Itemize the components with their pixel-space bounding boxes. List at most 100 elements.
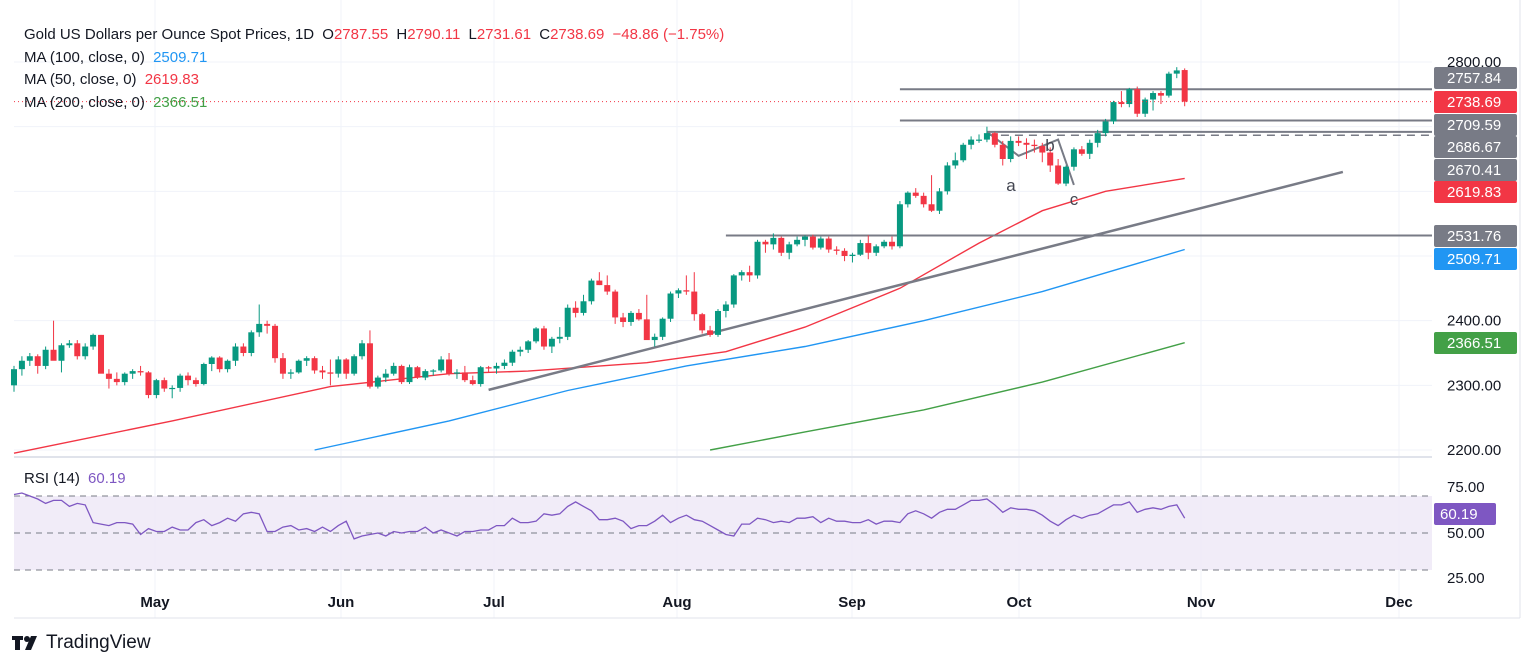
candle-body [691, 291, 698, 315]
rsi-tick-label: 75.00 [1447, 479, 1485, 496]
tradingview-logo[interactable]: TradingView [12, 632, 151, 654]
candle [809, 234, 816, 250]
drawings[interactable] [488, 88, 1432, 392]
candle-body [327, 372, 334, 374]
candle [1094, 129, 1101, 148]
candle-body [390, 365, 397, 374]
candle-body [1142, 99, 1149, 114]
price-tag-label: 2757.84 [1447, 70, 1501, 87]
price-tags: 2757.84 2738.69 2709.59 2686.67 2670.41 2619.… [1434, 67, 1517, 525]
candle [145, 371, 152, 399]
price-tag-label: 2686.67 [1447, 139, 1501, 156]
candle [889, 236, 896, 250]
candle-body [461, 372, 468, 381]
candle-body [129, 371, 136, 374]
low-prefix: L [468, 26, 477, 43]
candle [841, 248, 848, 262]
candle [177, 373, 184, 392]
candle-body [833, 249, 840, 251]
candle [1007, 136, 1014, 163]
candle-body [1086, 142, 1093, 154]
candle-body [802, 236, 808, 240]
candle-body [343, 359, 350, 374]
candle-body [699, 314, 706, 331]
candle [272, 323, 279, 363]
candle-body [232, 346, 239, 361]
candle-body [240, 346, 247, 353]
candle [572, 301, 579, 318]
price-tag-drawing: 2670.41 [1434, 159, 1517, 181]
month-label: Nov [1187, 594, 1216, 611]
candle-body [604, 285, 611, 292]
candle [113, 372, 120, 386]
candle [659, 317, 666, 341]
candle-body [438, 359, 445, 371]
trend-line[interactable] [488, 170, 1344, 392]
rsi-tick-label: 50.00 [1447, 525, 1485, 542]
wave-labels: a b c [1006, 136, 1078, 209]
candle [327, 359, 334, 386]
ma100-line [314, 248, 1185, 451]
candle [865, 235, 872, 260]
month-label: Aug [662, 594, 691, 611]
candle [999, 140, 1006, 166]
candle [1126, 87, 1133, 108]
candle-body [1094, 133, 1101, 143]
price-tag-drawing: 2686.67 [1434, 136, 1517, 158]
candle [129, 369, 136, 379]
candle [1039, 142, 1046, 163]
ma50-line [13, 177, 1185, 454]
candle [738, 270, 745, 281]
candle-body [501, 362, 508, 366]
candle-body [983, 133, 990, 140]
candle-body [612, 291, 619, 318]
ma50-legend[interactable]: MA (50, close, 0) 2619.83 [24, 71, 203, 89]
ma200-legend[interactable]: MA (200, close, 0) 2366.51 [24, 94, 211, 112]
candle [683, 275, 690, 295]
candle [248, 330, 255, 357]
rsi-line [13, 492, 1186, 540]
candle-body [169, 387, 176, 390]
candle-body [778, 237, 785, 253]
candle [833, 246, 840, 255]
candle-body [889, 241, 896, 247]
price-tag-bg [1434, 248, 1517, 270]
candle-body [1039, 146, 1046, 153]
candle-body [177, 375, 184, 388]
candle [90, 333, 97, 350]
candle-body [509, 351, 516, 363]
candle [224, 359, 231, 373]
ma100-legend[interactable]: MA (100, close, 0) 2509.71 [24, 49, 211, 67]
candle-body [809, 236, 816, 248]
candle [1165, 71, 1172, 98]
candle-body [1063, 166, 1070, 184]
candle-body [857, 243, 864, 255]
candle-body [446, 359, 453, 374]
candle-body [794, 239, 801, 245]
candle [817, 236, 824, 250]
candle-body [952, 160, 959, 166]
candle [1031, 139, 1038, 153]
candle-body [683, 290, 690, 292]
candle-body [1173, 70, 1180, 74]
price-tag-ma200: 2366.51 [1434, 332, 1517, 354]
price-tick-label: 2300.00 [1447, 377, 1501, 394]
candle [374, 375, 381, 389]
candle-body [453, 372, 460, 374]
brand-name: TradingView [46, 632, 151, 653]
price-tick-label: 2800.00 [1447, 54, 1501, 71]
change-value: −48.86 (−1.75%) [612, 26, 725, 43]
candle [612, 289, 619, 324]
time-axis[interactable]: May Jun Jul Aug Sep Oct Nov Dec [140, 594, 1412, 611]
candle-body [754, 241, 761, 276]
candle-body [113, 378, 120, 383]
candle-body [1007, 140, 1014, 159]
candle-body [105, 373, 112, 379]
rsi-legend[interactable]: RSI (14) 60.19 [24, 470, 130, 488]
candle [169, 385, 176, 399]
price-tag-drawing: 2709.59 [1434, 114, 1517, 136]
candle-body [991, 133, 998, 145]
price-axis[interactable]: 2800.00 2400.00 2300.00 2200.00 75.00 50.00 25… [1447, 54, 1501, 587]
candle-body [477, 367, 484, 385]
